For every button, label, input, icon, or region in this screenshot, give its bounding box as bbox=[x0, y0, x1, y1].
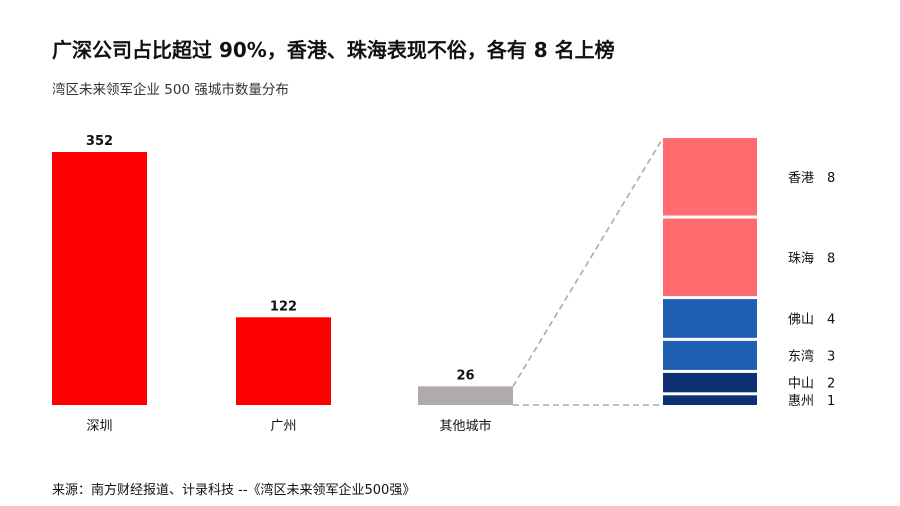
breakdown-segment-3 bbox=[663, 299, 757, 338]
breakdown-segment-1 bbox=[663, 138, 757, 216]
breakdown-segment-5 bbox=[663, 372, 757, 393]
breakdown-value-label: 4 bbox=[827, 312, 835, 327]
connector-line-top bbox=[512, 137, 664, 387]
bar-value-label: 122 bbox=[270, 299, 297, 314]
breakdown-city-label: 惠州 bbox=[788, 394, 814, 409]
breakdown-city-label: 中山 bbox=[788, 377, 814, 392]
category-label: 其他城市 bbox=[439, 418, 491, 434]
chart-subtitle: 湾区未来领军企业 500 强城市数量分布 bbox=[52, 82, 289, 98]
bar-value-label: 26 bbox=[456, 368, 474, 383]
breakdown-segment-4 bbox=[663, 340, 757, 370]
breakdown-value-label: 3 bbox=[827, 349, 835, 364]
category-label: 广州 bbox=[270, 419, 296, 434]
breakdown-value-label: 2 bbox=[827, 377, 835, 392]
breakdown-city-label: 香港 bbox=[788, 171, 814, 186]
source-note: 来源：南方财经报道、计录科技 --《湾区未来领军企业500强》 bbox=[52, 483, 416, 498]
category-label: 深圳 bbox=[86, 419, 112, 434]
bar-2 bbox=[236, 317, 331, 405]
breakdown-city-label: 东湾 bbox=[788, 348, 814, 364]
breakdown-city-label: 珠海 bbox=[788, 251, 814, 266]
breakdown-city-label: 佛山 bbox=[788, 312, 814, 327]
bar-3 bbox=[418, 386, 513, 405]
breakdown-value-label: 1 bbox=[827, 394, 835, 409]
breakdown-segment-6 bbox=[663, 395, 757, 405]
breakdown-value-label: 8 bbox=[827, 251, 835, 266]
breakdown-segment-2 bbox=[663, 218, 757, 297]
breakdown-value-label: 8 bbox=[827, 171, 835, 186]
bar-1 bbox=[52, 152, 147, 405]
bar-value-label: 352 bbox=[86, 134, 113, 149]
chart-title: 广深公司占比超过 90%，香港、珠海表现不俗，各有 8 名上榜 bbox=[52, 38, 615, 62]
